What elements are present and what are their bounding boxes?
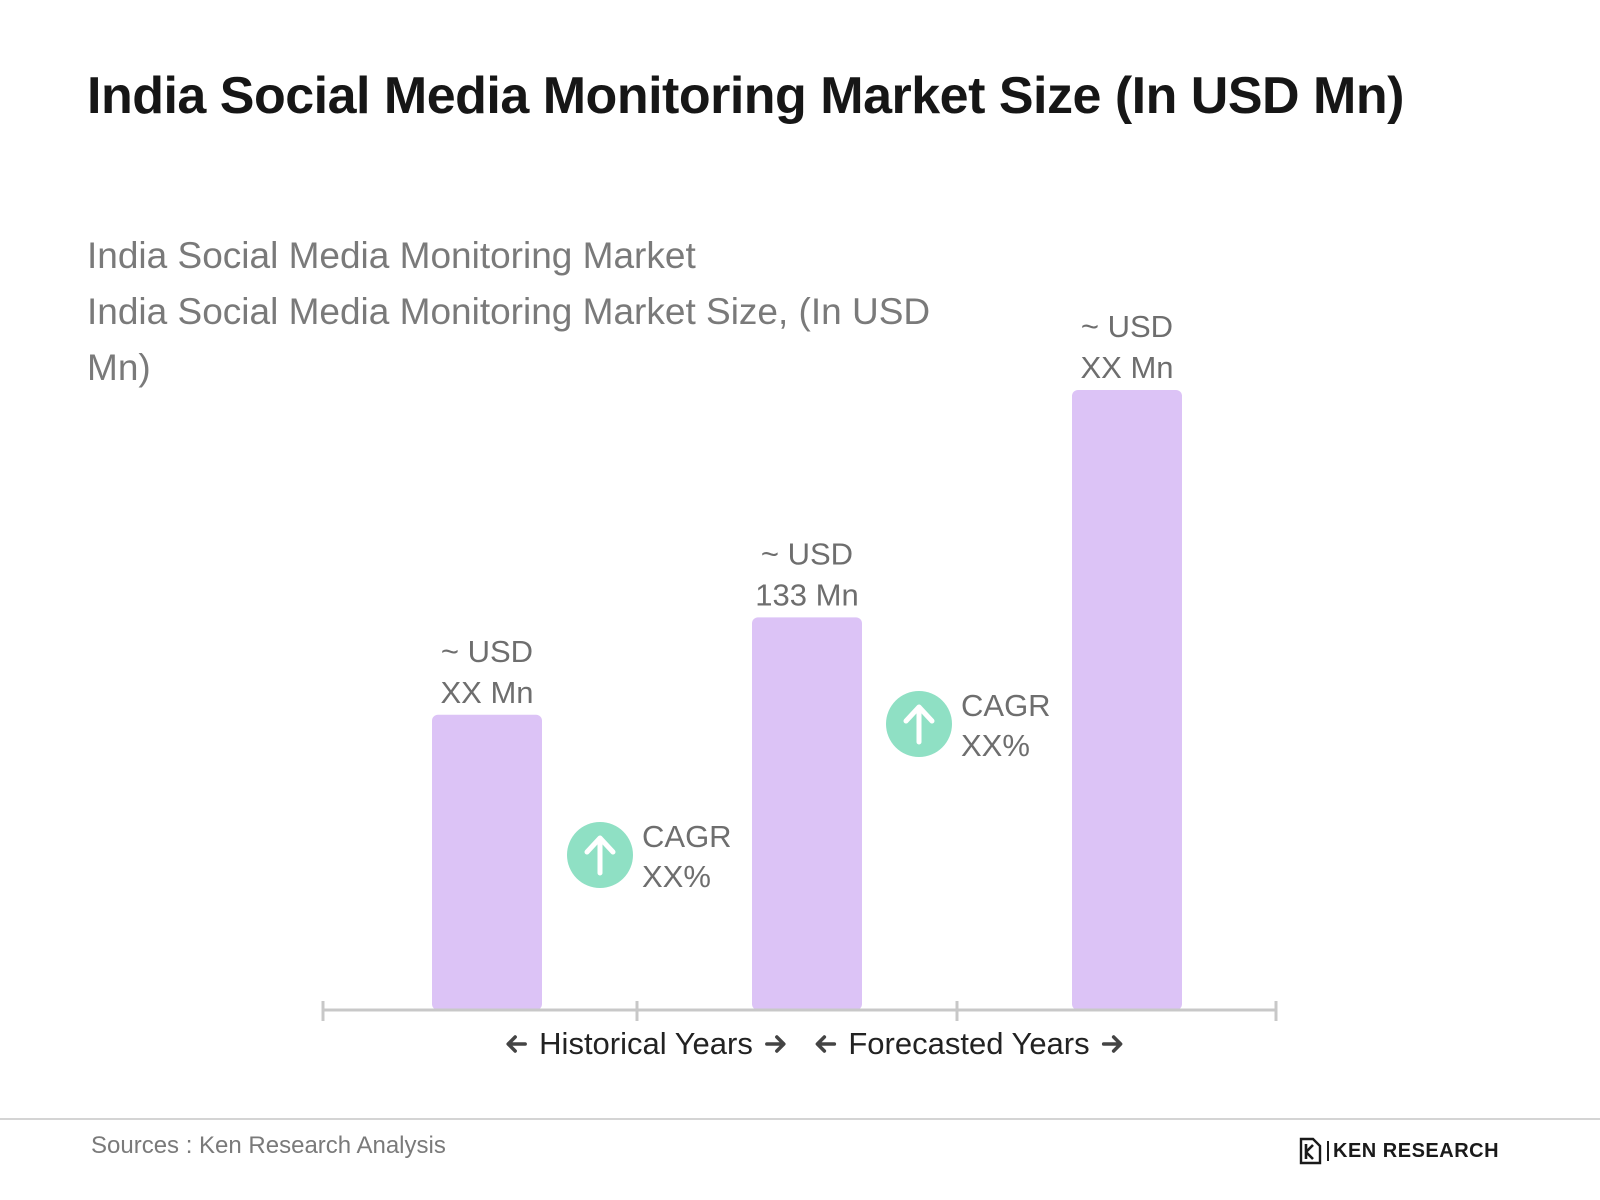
period-2-arrow-left-icon — [815, 1035, 837, 1053]
period-label-2: Forecasted Years — [848, 1026, 1089, 1061]
chart-subtitle-line2: India Social Media Monitoring Market Siz… — [87, 291, 931, 388]
period-1-arrow-right-icon — [765, 1035, 786, 1053]
cagr-1-value: XX% — [642, 859, 711, 894]
bar-label-1-line2: XX Mn — [440, 675, 533, 710]
bar-label-2-line1: ~ USD — [761, 536, 853, 571]
footer-divider — [0, 1118, 1600, 1120]
period-2-arrow-right-icon — [1101, 1035, 1123, 1053]
bar-3 — [1072, 390, 1182, 1010]
ken-research-logo-icon — [1299, 1137, 1322, 1165]
bar-label-3-line2: XX Mn — [1080, 350, 1173, 385]
bar-2 — [752, 617, 862, 1010]
period-1-arrow-left-icon — [506, 1035, 527, 1053]
bar-1 — [432, 714, 542, 1010]
source-note: Sources : Ken Research Analysis — [91, 1132, 446, 1159]
logo-text: KEN RESEARCH — [1333, 1139, 1500, 1162]
cagr-1-arrow-up-icon — [584, 835, 616, 876]
bar-label-2-line2: 133 Mn — [755, 577, 858, 612]
cagr-2-arrow-up-icon — [903, 704, 935, 745]
cagr-2-value: XX% — [961, 728, 1030, 763]
bar-label-1-line1: ~ USD — [441, 634, 533, 669]
logo-divider — [1327, 1141, 1329, 1161]
page-title: India Social Media Monitoring Market Siz… — [87, 67, 1404, 125]
chart-subtitle-line1: India Social Media Monitoring Market — [87, 235, 696, 276]
bar-chart: ~ USD XX Mn ~ USD 133 Mn ~ USD XX Mn CAGR XX% CA… — [321, 309, 1278, 1061]
ken-research-logo: KEN RESEARCH — [1298, 1136, 1499, 1166]
cagr-1-label-line1: CAGR — [642, 819, 732, 854]
cagr-2-label-line1: CAGR — [961, 688, 1051, 723]
bar-label-3-line1: ~ USD — [1081, 309, 1173, 344]
period-label-1: Historical Years — [539, 1026, 753, 1061]
chart-subtitle: India Social Media Monitoring Market Ind… — [87, 228, 987, 396]
